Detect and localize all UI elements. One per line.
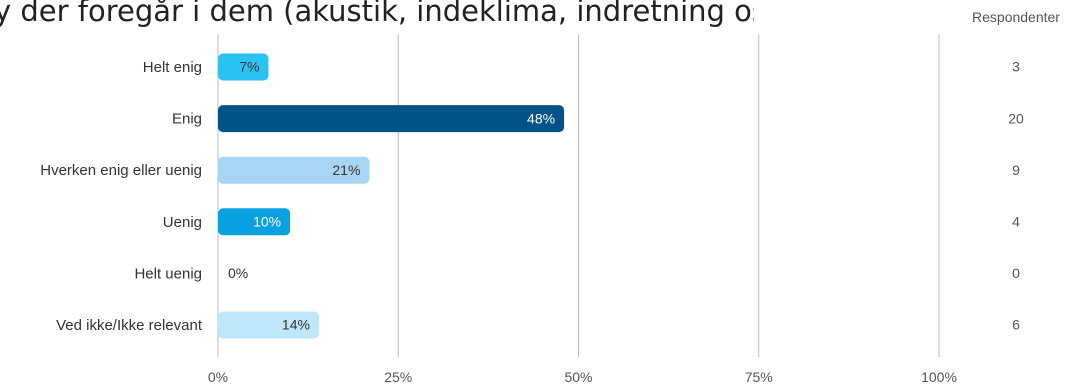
category-label: Helt uenig [134, 265, 202, 282]
bar-value-label: 10% [253, 214, 281, 230]
bar-value-label: 7% [239, 59, 259, 75]
bar-value-label: 0% [228, 265, 248, 281]
bar [218, 156, 370, 184]
x-tick-label: 50% [564, 369, 592, 385]
category-label: Uenig [163, 214, 202, 231]
bars: 7% 48% 21% 10% 0% 14% [218, 53, 565, 339]
bar [218, 105, 565, 133]
respondents-header: Respondenter [972, 9, 1060, 25]
respondent-count: 3 [1012, 59, 1020, 75]
category-label: Enig [172, 111, 202, 128]
category-label: Helt enig [143, 59, 202, 76]
x-axis-ticks: 0% 25% 50% 75% 100% [208, 369, 957, 385]
x-tick-label: 75% [745, 369, 773, 385]
respondent-count: 6 [1012, 317, 1020, 333]
bar [218, 53, 269, 81]
respondent-count: 0 [1012, 265, 1020, 281]
respondent-counts: 3 20 9 4 0 6 [1008, 59, 1024, 333]
respondent-count: 20 [1008, 110, 1024, 126]
category-label: Ved ikke/Ikke relevant [56, 317, 203, 334]
x-tick-label: 0% [208, 369, 228, 385]
x-tick-label: 100% [921, 369, 957, 385]
category-label: Hverken enig eller uenig [40, 162, 202, 179]
bar [218, 208, 291, 236]
gridlines [217, 34, 940, 357]
respondent-count: 9 [1012, 162, 1020, 178]
x-tick-label: 25% [384, 369, 412, 385]
bar-value-label: 14% [282, 317, 310, 333]
page-title: y der foregår i dem (akustik, indeklima,… [0, 0, 754, 28]
bar-value-label: 21% [332, 162, 360, 178]
bar-value-label: 48% [527, 110, 555, 126]
bar [218, 311, 319, 339]
category-labels: Helt enig Enig Hverken enig eller uenig Uen… [40, 59, 203, 334]
respondent-count: 4 [1012, 214, 1020, 230]
